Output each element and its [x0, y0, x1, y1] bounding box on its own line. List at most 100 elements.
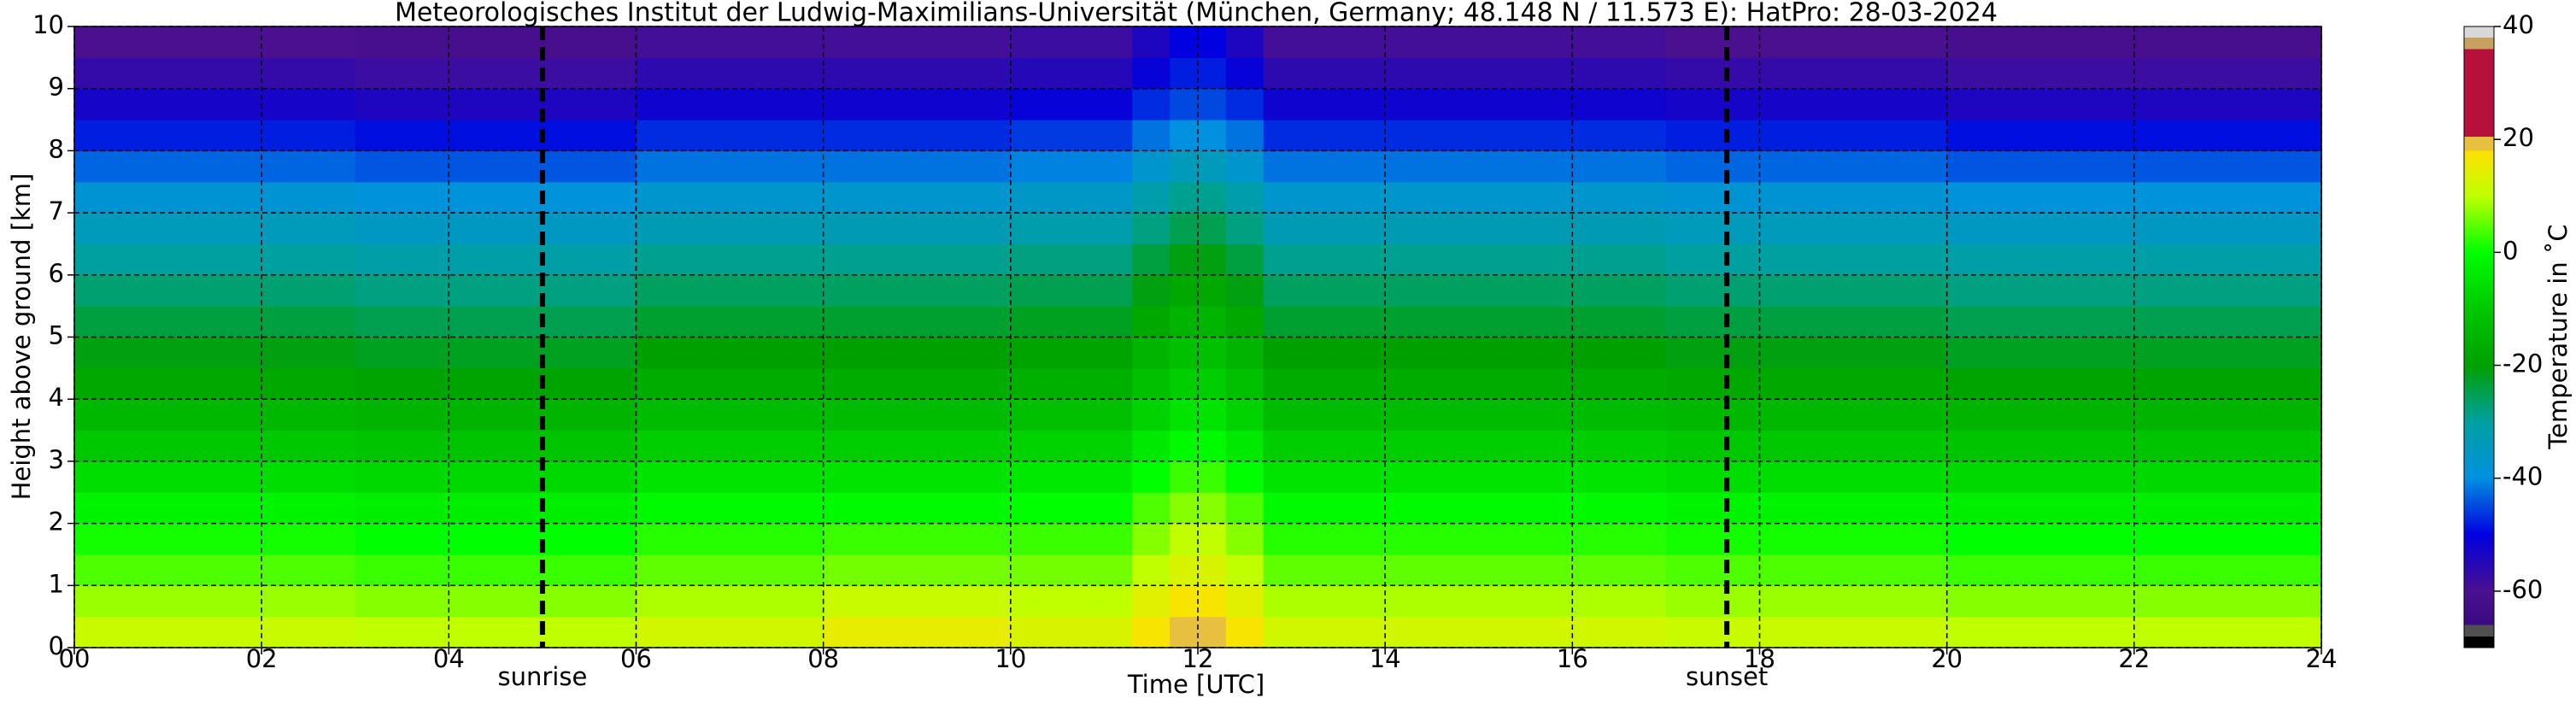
- x-tick-label: 00: [59, 644, 91, 673]
- heat-cell: [636, 181, 824, 214]
- heat-cell: [823, 399, 1012, 431]
- heat-cell: [1010, 274, 1133, 307]
- heat-cell: [1132, 585, 1171, 618]
- heat-cell: [355, 181, 637, 214]
- heat-cell: [74, 367, 356, 400]
- heat-cell: [355, 585, 637, 618]
- x-tick-label: 20: [1931, 644, 1963, 673]
- heat-cell: [74, 399, 356, 431]
- heat-cell: [1010, 243, 1133, 276]
- heat-cell: [636, 213, 824, 245]
- heat-cell: [636, 492, 824, 525]
- heat-cell: [1263, 88, 1386, 120]
- heat-cell: [823, 554, 1012, 586]
- heat-cell: [636, 306, 824, 338]
- heat-cell: [1385, 616, 1667, 648]
- heat-cell: [1665, 181, 1948, 214]
- heat-cell: [1385, 150, 1667, 183]
- heat-cell: [1385, 243, 1667, 276]
- heat-cell: [355, 213, 637, 245]
- heat-cell: [636, 26, 824, 58]
- heat-cell: [823, 430, 1012, 462]
- heat-cell: [1263, 554, 1386, 586]
- heat-cell: [1225, 461, 1265, 493]
- y-tick-label: 4: [49, 383, 64, 412]
- heat-cell: [1010, 306, 1133, 338]
- heat-cell: [1263, 306, 1386, 338]
- heat-cell: [1385, 399, 1667, 431]
- colorbar-tick-label: -60: [2503, 575, 2543, 604]
- heat-cell: [1132, 523, 1171, 555]
- heat-cell: [355, 57, 637, 90]
- heat-cell: [1010, 88, 1133, 120]
- heat-cell: [1665, 306, 1948, 338]
- heat-cell: [636, 337, 824, 369]
- heat-cell: [1385, 306, 1667, 338]
- colorbar-tick-label: 0: [2503, 236, 2518, 265]
- heat-cell: [1263, 430, 1386, 462]
- heat-cell: [1010, 337, 1133, 369]
- heat-cell: [1665, 120, 1948, 151]
- heat-cell: [355, 492, 637, 525]
- heat-cell: [1665, 26, 1948, 58]
- heat-cell: [636, 399, 824, 431]
- heat-cell: [1010, 367, 1133, 400]
- heat-cell: [1665, 274, 1948, 307]
- heat-cell: [1385, 213, 1667, 245]
- heat-cell: [1665, 430, 1948, 462]
- heat-cell: [1132, 337, 1171, 369]
- heat-cell: [1225, 367, 1265, 400]
- heat-cell: [1132, 306, 1171, 338]
- x-tick-label: 08: [807, 644, 839, 673]
- heat-cell: [74, 181, 356, 214]
- heat-cell: [1225, 399, 1265, 431]
- heat-cell: [355, 243, 637, 276]
- heat-cell: [1225, 492, 1265, 525]
- x-tick-label: 04: [433, 644, 465, 673]
- heat-cell: [1225, 181, 1265, 214]
- heat-cell: [74, 213, 356, 245]
- y-tick-label: 2: [49, 507, 64, 537]
- heat-cell: [1132, 88, 1171, 120]
- heat-cell: [1225, 554, 1265, 586]
- heat-cell: [1132, 616, 1171, 648]
- heat-cell: [1010, 150, 1133, 183]
- heat-cell: [1665, 88, 1948, 120]
- heat-cell: [823, 461, 1012, 493]
- heat-cell: [1225, 274, 1265, 307]
- heat-cell: [355, 26, 637, 58]
- heat-cell: [1385, 57, 1667, 90]
- heat-cell: [74, 523, 356, 555]
- heat-cell: [823, 585, 1012, 618]
- heat-cell: [74, 337, 356, 369]
- heat-cell: [74, 461, 356, 493]
- heat-cell: [823, 26, 1012, 58]
- heat-cell: [1010, 430, 1133, 462]
- heat-cell: [1010, 26, 1133, 58]
- heat-cell: [1385, 337, 1667, 369]
- heat-cell: [1263, 274, 1386, 307]
- heat-cell: [1263, 337, 1386, 369]
- y-tick-label: 10: [32, 10, 64, 39]
- heat-cell: [1132, 26, 1171, 58]
- heat-cell: [1225, 120, 1265, 151]
- heat-cell: [74, 243, 356, 276]
- heat-cell: [1385, 181, 1667, 214]
- colorbar-label: Temperature in ˚C: [2544, 224, 2573, 449]
- heat-cell: [636, 150, 824, 183]
- plot-frame: [73, 26, 2322, 648]
- heat-cell: [1225, 585, 1265, 618]
- heat-cell: [1225, 306, 1265, 338]
- heat-cell: [74, 57, 356, 90]
- heat-cell: [823, 243, 1012, 276]
- heat-cell: [74, 26, 356, 58]
- heat-cell: [1225, 243, 1265, 276]
- heat-cell: [823, 120, 1012, 151]
- x-tick-label: 12: [1182, 644, 1214, 673]
- heat-cell: [74, 492, 356, 525]
- heat-cell: [1263, 399, 1386, 431]
- heat-cell: [636, 88, 824, 120]
- colorbar: [2463, 26, 2495, 648]
- heat-cell: [1665, 57, 1948, 90]
- heat-cell: [1132, 430, 1171, 462]
